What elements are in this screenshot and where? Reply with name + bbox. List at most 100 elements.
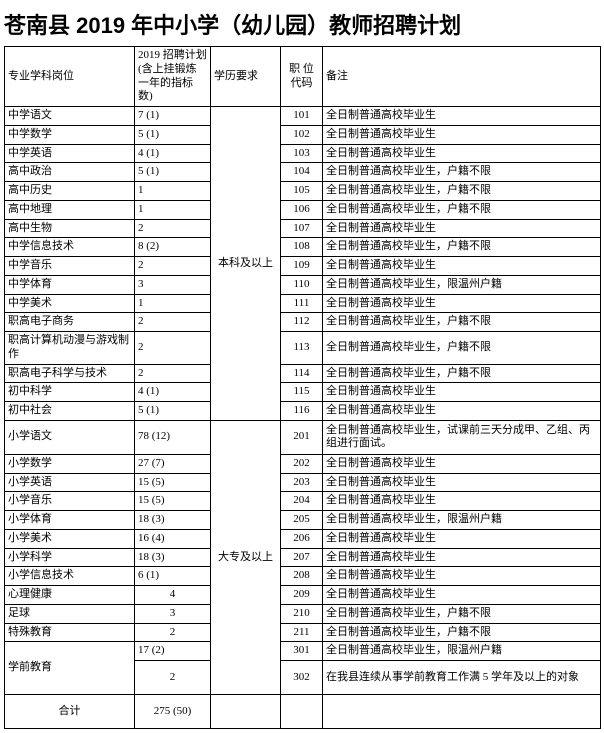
cell-subject: 小学科学 bbox=[5, 548, 135, 567]
cell-code: 210 bbox=[281, 604, 323, 623]
cell-code: 203 bbox=[281, 473, 323, 492]
cell-plan: 2 bbox=[135, 313, 211, 332]
cell-subject: 小学数学 bbox=[5, 454, 135, 473]
cell-edu-college: 大专及以上 bbox=[211, 420, 281, 694]
cell-plan: 4 (1) bbox=[135, 383, 211, 402]
cell-plan: 2 bbox=[135, 332, 211, 365]
cell-code: 105 bbox=[281, 182, 323, 201]
table-row: 小学信息技术6 (1)208全日制普通高校毕业生 bbox=[5, 567, 601, 586]
cell-code: 204 bbox=[281, 492, 323, 511]
cell-code: 102 bbox=[281, 125, 323, 144]
table-row: 小学数学27 (7)202全日制普通高校毕业生 bbox=[5, 454, 601, 473]
cell-plan: 1 bbox=[135, 182, 211, 201]
table-row: 中学英语4 (1)103全日制普通高校毕业生 bbox=[5, 144, 601, 163]
cell-plan: 18 (3) bbox=[135, 548, 211, 567]
cell-empty bbox=[211, 695, 281, 729]
cell-code: 115 bbox=[281, 383, 323, 402]
cell-code: 209 bbox=[281, 586, 323, 605]
cell-note: 全日制普通高校毕业生 bbox=[323, 548, 601, 567]
cell-note: 全日制普通高校毕业生，限温州户籍 bbox=[323, 642, 601, 661]
cell-plan: 15 (5) bbox=[135, 492, 211, 511]
cell-plan: 4 (1) bbox=[135, 144, 211, 163]
cell-plan: 3 bbox=[135, 604, 211, 623]
cell-subject: 中学英语 bbox=[5, 144, 135, 163]
cell-code: 208 bbox=[281, 567, 323, 586]
cell-subject: 中学信息技术 bbox=[5, 238, 135, 257]
cell-code: 106 bbox=[281, 200, 323, 219]
cell-code: 107 bbox=[281, 219, 323, 238]
cell-code: 206 bbox=[281, 529, 323, 548]
cell-code: 109 bbox=[281, 257, 323, 276]
cell-subject: 高中历史 bbox=[5, 182, 135, 201]
cell-note: 全日制普通高校毕业生 bbox=[323, 219, 601, 238]
cell-code: 211 bbox=[281, 623, 323, 642]
cell-plan: 16 (4) bbox=[135, 529, 211, 548]
cell-code: 101 bbox=[281, 107, 323, 126]
cell-note: 全日制普通高校毕业生，户籍不限 bbox=[323, 182, 601, 201]
cell-plan: 3 bbox=[135, 275, 211, 294]
recruitment-table: 专业学科岗位 2019 招聘计划 (含上挂锻炼一年的指标数) 学历要求 职 位代… bbox=[4, 46, 601, 729]
cell-subject: 中学体育 bbox=[5, 275, 135, 294]
cell-code: 302 bbox=[281, 661, 323, 695]
cell-note: 全日制普通高校毕业生，户籍不限 bbox=[323, 623, 601, 642]
cell-note: 全日制普通高校毕业生 bbox=[323, 107, 601, 126]
cell-code: 111 bbox=[281, 294, 323, 313]
cell-code: 113 bbox=[281, 332, 323, 365]
table-row-total: 合计275 (50) bbox=[5, 695, 601, 729]
table-row: 学前教育17 (2)301全日制普通高校毕业生，限温州户籍 bbox=[5, 642, 601, 661]
cell-note: 在我县连续从事学前教育工作满 5 学年及以上的对象 bbox=[323, 661, 601, 695]
cell-subject: 中学音乐 bbox=[5, 257, 135, 276]
table-row: 高中历史1 105全日制普通高校毕业生，户籍不限 bbox=[5, 182, 601, 201]
cell-note: 全日制普通高校毕业生，试课前三天分成甲、乙组、丙组进行面试。 bbox=[323, 420, 601, 454]
cell-code: 108 bbox=[281, 238, 323, 257]
table-row: 中学体育3 110全日制普通高校毕业生，限温州户籍 bbox=[5, 275, 601, 294]
cell-code: 207 bbox=[281, 548, 323, 567]
cell-subject: 高中生物 bbox=[5, 219, 135, 238]
cell-note: 全日制普通高校毕业生 bbox=[323, 567, 601, 586]
cell-code: 205 bbox=[281, 511, 323, 530]
cell-subject: 特殊教育 bbox=[5, 623, 135, 642]
table-row: 小学美术16 (4)206全日制普通高校毕业生 bbox=[5, 529, 601, 548]
header-code: 职 位代码 bbox=[281, 47, 323, 107]
cell-plan: 7 (1) bbox=[135, 107, 211, 126]
cell-plan: 2 bbox=[135, 623, 211, 642]
cell-subject: 中学数学 bbox=[5, 125, 135, 144]
cell-plan: 15 (5) bbox=[135, 473, 211, 492]
cell-plan: 2 bbox=[135, 219, 211, 238]
cell-code: 104 bbox=[281, 163, 323, 182]
cell-subject: 中学美术 bbox=[5, 294, 135, 313]
cell-code: 201 bbox=[281, 420, 323, 454]
header-plan: 2019 招聘计划 (含上挂锻炼一年的指标数) bbox=[135, 47, 211, 107]
cell-plan: 8 (2) bbox=[135, 238, 211, 257]
cell-plan: 2 bbox=[135, 257, 211, 276]
cell-plan: 5 (1) bbox=[135, 402, 211, 421]
table-row: 中学数学5 (1)102全日制普通高校毕业生 bbox=[5, 125, 601, 144]
cell-code: 110 bbox=[281, 275, 323, 294]
cell-note: 全日制普通高校毕业生 bbox=[323, 294, 601, 313]
cell-subject: 小学英语 bbox=[5, 473, 135, 492]
cell-plan: 4 bbox=[135, 586, 211, 605]
cell-empty bbox=[323, 695, 601, 729]
cell-plan: 17 (2) bbox=[135, 642, 211, 661]
cell-plan: 5 (1) bbox=[135, 125, 211, 144]
cell-code: 116 bbox=[281, 402, 323, 421]
cell-note: 全日制普通高校毕业生，限温州户籍 bbox=[323, 275, 601, 294]
table-row: 高中地理1106全日制普通高校毕业生，户籍不限 bbox=[5, 200, 601, 219]
table-row: 高中生物2 107全日制普通高校毕业生 bbox=[5, 219, 601, 238]
cell-note: 全日制普通高校毕业生 bbox=[323, 257, 601, 276]
table-row: 初中社会5 (1)116全日制普通高校毕业生 bbox=[5, 402, 601, 421]
table-row: 高中政治5 (1)104全日制普通高校毕业生，户籍不限 bbox=[5, 163, 601, 182]
table-row: 小学体育18 (3)205全日制普通高校毕业生，限温州户籍 bbox=[5, 511, 601, 530]
cell-subject: 职高电子商务 bbox=[5, 313, 135, 332]
table-row: 小学英语15 (5)203全日制普通高校毕业生 bbox=[5, 473, 601, 492]
table-row: 小学语文78 (12)大专及以上201全日制普通高校毕业生，试课前三天分成甲、乙… bbox=[5, 420, 601, 454]
table-row: 中学美术1111全日制普通高校毕业生 bbox=[5, 294, 601, 313]
table-row: 中学语文7 (1)本科及以上101全日制普通高校毕业生 bbox=[5, 107, 601, 126]
cell-subject: 中学语文 bbox=[5, 107, 135, 126]
cell-plan: 6 (1) bbox=[135, 567, 211, 586]
table-row: 中学音乐2 109全日制普通高校毕业生 bbox=[5, 257, 601, 276]
cell-note: 全日制普通高校毕业生 bbox=[323, 383, 601, 402]
cell-subject: 小学音乐 bbox=[5, 492, 135, 511]
cell-code: 103 bbox=[281, 144, 323, 163]
cell-subject: 职高计算机动漫与游戏制作 bbox=[5, 332, 135, 365]
